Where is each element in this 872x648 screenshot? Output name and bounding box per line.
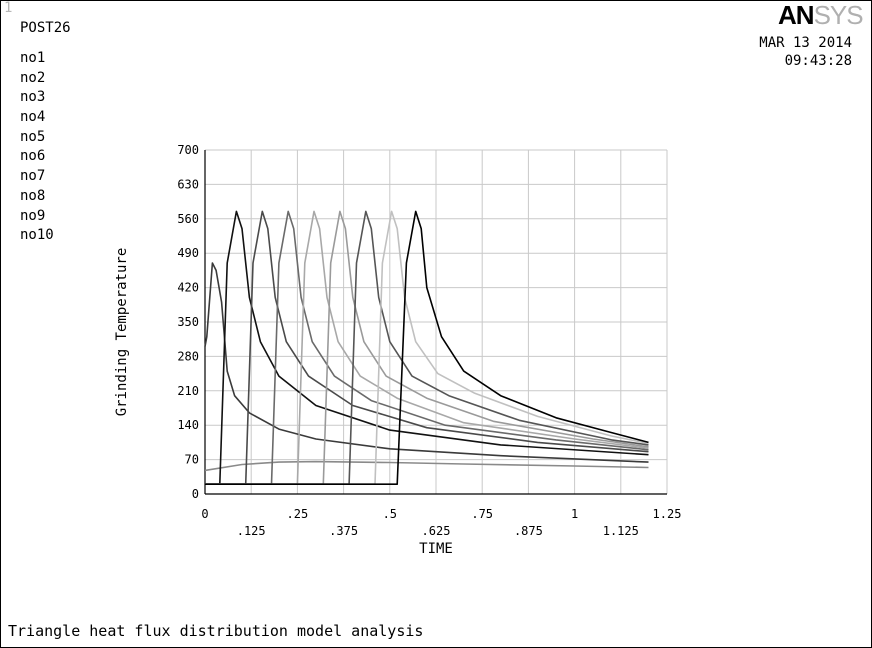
y-tick-label: 280 — [177, 349, 199, 363]
series-line-no7 — [205, 210, 649, 485]
y-tick-label: 350 — [177, 315, 199, 329]
y-tick-label: 560 — [177, 212, 199, 226]
chart-grid — [205, 149, 668, 494]
legend-entry-no10: no10 — [20, 227, 54, 244]
series-line-no10 — [205, 210, 649, 485]
y-axis-label: Grinding Temperature — [114, 248, 130, 417]
legend-entry-no3: no3 — [20, 89, 46, 106]
ansys-logo: ANSYS — [778, 0, 864, 30]
legend-entry-no6: no6 — [20, 148, 46, 165]
chart-axes — [204, 150, 667, 495]
y-tick-label: 140 — [177, 418, 199, 432]
series-line-no4 — [205, 210, 649, 485]
y-tick-label: 0 — [192, 487, 199, 501]
plot-caption: Triangle heat flux distribution model an… — [8, 622, 424, 640]
x-tick-label: 1.25 — [653, 507, 682, 521]
y-tick-label: 490 — [177, 246, 199, 260]
y-tick-label: 420 — [177, 281, 199, 295]
series-line-no6 — [205, 210, 649, 485]
legend-entry-no1: no1 — [20, 50, 46, 66]
legend-entry-no2: no2 — [20, 69, 46, 86]
x-tick-label: .125 — [237, 524, 266, 538]
x-tick-label: .375 — [329, 524, 358, 538]
x-axis-label: TIME — [419, 541, 453, 557]
series-line-no1 — [204, 460, 649, 472]
legend-entry-no4: no4 — [20, 109, 46, 126]
series-line-no2 — [204, 262, 649, 463]
plot-time: 09:43:28 — [784, 53, 852, 69]
series-line-no3 — [205, 210, 649, 485]
window-number: 1 — [4, 0, 13, 16]
y-tick-label: 210 — [177, 384, 199, 398]
x-tick-label: 0 — [201, 507, 208, 521]
legend-entry-no7: no7 — [20, 168, 46, 185]
x-tick-label: 1.125 — [603, 524, 639, 538]
chart-series — [204, 210, 649, 485]
x-tick-label: .25 — [287, 507, 309, 521]
legend-entry-no5: no5 — [20, 128, 46, 145]
y-tick-label: 70 — [185, 453, 199, 467]
series-line-no8 — [205, 210, 649, 485]
chart-ticks: 0 70 140 210 280 350 420 490 560 630 700 0 .25 .5 .75 1… — [177, 143, 681, 538]
plot-date: MAR 13 2014 — [759, 35, 852, 51]
legend-entry-no8: no8 — [20, 187, 46, 204]
x-tick-label: 1 — [571, 507, 578, 521]
x-tick-label: .75 — [471, 507, 493, 521]
x-tick-label: .5 — [383, 507, 397, 521]
y-tick-label: 700 — [177, 143, 199, 157]
y-tick-label: 630 — [177, 177, 199, 191]
x-tick-label: .875 — [514, 524, 543, 538]
series-line-no9 — [205, 210, 649, 485]
legend: no1 no2 no3 no4 no5 no6 no7 no8 no9 no10 — [20, 49, 54, 246]
post-title: POST26 — [20, 20, 71, 36]
x-tick-label: .625 — [422, 524, 451, 538]
series-line-no5 — [205, 210, 649, 485]
legend-entry-no9: no9 — [20, 207, 46, 224]
